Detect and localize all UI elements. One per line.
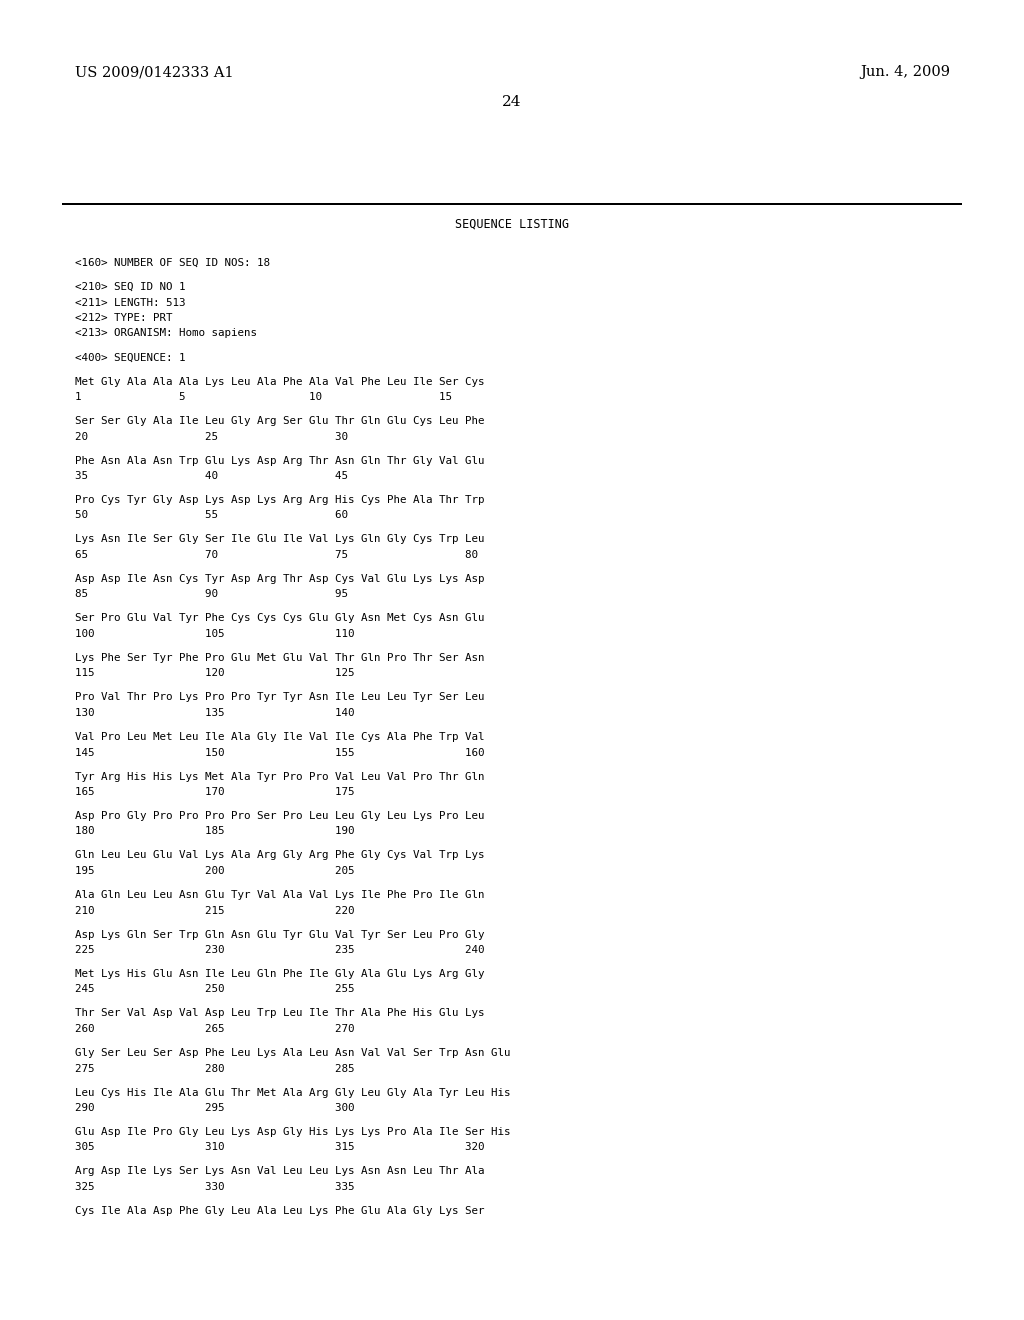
Text: 145                 150                 155                 160: 145 150 155 160 <box>75 747 484 758</box>
Text: Thr Ser Val Asp Val Asp Leu Trp Leu Ile Thr Ala Phe His Glu Lys: Thr Ser Val Asp Val Asp Leu Trp Leu Ile … <box>75 1008 484 1019</box>
Text: Ser Ser Gly Ala Ile Leu Gly Arg Ser Glu Thr Gln Glu Cys Leu Phe: Ser Ser Gly Ala Ile Leu Gly Arg Ser Glu … <box>75 416 484 426</box>
Text: Pro Cys Tyr Gly Asp Lys Asp Lys Arg Arg His Cys Phe Ala Thr Trp: Pro Cys Tyr Gly Asp Lys Asp Lys Arg Arg … <box>75 495 484 506</box>
Text: Jun. 4, 2009: Jun. 4, 2009 <box>860 65 950 79</box>
Text: 20                  25                  30: 20 25 30 <box>75 432 348 441</box>
Text: <211> LENGTH: 513: <211> LENGTH: 513 <box>75 297 185 308</box>
Text: <400> SEQUENCE: 1: <400> SEQUENCE: 1 <box>75 352 185 363</box>
Text: Val Pro Leu Met Leu Ile Ala Gly Ile Val Ile Cys Ala Phe Trp Val: Val Pro Leu Met Leu Ile Ala Gly Ile Val … <box>75 733 484 742</box>
Text: Gln Leu Leu Glu Val Lys Ala Arg Gly Arg Phe Gly Cys Val Trp Lys: Gln Leu Leu Glu Val Lys Ala Arg Gly Arg … <box>75 850 484 861</box>
Text: <210> SEQ ID NO 1: <210> SEQ ID NO 1 <box>75 282 185 292</box>
Text: Leu Cys His Ile Ala Glu Thr Met Ala Arg Gly Leu Gly Ala Tyr Leu His: Leu Cys His Ile Ala Glu Thr Met Ala Arg … <box>75 1088 511 1097</box>
Text: 65                  70                  75                  80: 65 70 75 80 <box>75 550 478 560</box>
Text: 275                 280                 285: 275 280 285 <box>75 1064 354 1073</box>
Text: SEQUENCE LISTING: SEQUENCE LISTING <box>455 218 569 231</box>
Text: Phe Asn Ala Asn Trp Glu Lys Asp Arg Thr Asn Gln Thr Gly Val Glu: Phe Asn Ala Asn Trp Glu Lys Asp Arg Thr … <box>75 455 484 466</box>
Text: Asp Pro Gly Pro Pro Pro Pro Ser Pro Leu Leu Gly Leu Lys Pro Leu: Asp Pro Gly Pro Pro Pro Pro Ser Pro Leu … <box>75 810 484 821</box>
Text: 195                 200                 205: 195 200 205 <box>75 866 354 876</box>
Text: Asp Asp Ile Asn Cys Tyr Asp Arg Thr Asp Cys Val Glu Lys Lys Asp: Asp Asp Ile Asn Cys Tyr Asp Arg Thr Asp … <box>75 574 484 583</box>
Text: Glu Asp Ile Pro Gly Leu Lys Asp Gly His Lys Lys Pro Ala Ile Ser His: Glu Asp Ile Pro Gly Leu Lys Asp Gly His … <box>75 1127 511 1137</box>
Text: 180                 185                 190: 180 185 190 <box>75 826 354 837</box>
Text: 245                 250                 255: 245 250 255 <box>75 985 354 994</box>
Text: Cys Ile Ala Asp Phe Gly Leu Ala Leu Lys Phe Glu Ala Gly Lys Ser: Cys Ile Ala Asp Phe Gly Leu Ala Leu Lys … <box>75 1206 484 1216</box>
Text: 115                 120                 125: 115 120 125 <box>75 668 354 678</box>
Text: 290                 295                 300: 290 295 300 <box>75 1104 354 1113</box>
Text: <213> ORGANISM: Homo sapiens: <213> ORGANISM: Homo sapiens <box>75 329 257 338</box>
Text: <160> NUMBER OF SEQ ID NOS: 18: <160> NUMBER OF SEQ ID NOS: 18 <box>75 257 270 268</box>
Text: 35                  40                  45: 35 40 45 <box>75 471 348 480</box>
Text: Arg Asp Ile Lys Ser Lys Asn Val Leu Leu Lys Asn Asn Leu Thr Ala: Arg Asp Ile Lys Ser Lys Asn Val Leu Leu … <box>75 1167 484 1176</box>
Text: 165                 170                 175: 165 170 175 <box>75 787 354 797</box>
Text: 85                  90                  95: 85 90 95 <box>75 590 348 599</box>
Text: 225                 230                 235                 240: 225 230 235 240 <box>75 945 484 954</box>
Text: Gly Ser Leu Ser Asp Phe Leu Lys Ala Leu Asn Val Val Ser Trp Asn Glu: Gly Ser Leu Ser Asp Phe Leu Lys Ala Leu … <box>75 1048 511 1059</box>
Text: Lys Phe Ser Tyr Phe Pro Glu Met Glu Val Thr Gln Pro Thr Ser Asn: Lys Phe Ser Tyr Phe Pro Glu Met Glu Val … <box>75 653 484 663</box>
Text: 210                 215                 220: 210 215 220 <box>75 906 354 916</box>
Text: 260                 265                 270: 260 265 270 <box>75 1024 354 1034</box>
Text: <212> TYPE: PRT: <212> TYPE: PRT <box>75 313 172 323</box>
Text: Met Lys His Glu Asn Ile Leu Gln Phe Ile Gly Ala Glu Lys Arg Gly: Met Lys His Glu Asn Ile Leu Gln Phe Ile … <box>75 969 484 979</box>
Text: 1               5                   10                  15: 1 5 10 15 <box>75 392 452 403</box>
Text: Met Gly Ala Ala Ala Lys Leu Ala Phe Ala Val Phe Leu Ile Ser Cys: Met Gly Ala Ala Ala Lys Leu Ala Phe Ala … <box>75 376 484 387</box>
Text: Ala Gln Leu Leu Asn Glu Tyr Val Ala Val Lys Ile Phe Pro Ile Gln: Ala Gln Leu Leu Asn Glu Tyr Val Ala Val … <box>75 890 484 900</box>
Text: Ser Pro Glu Val Tyr Phe Cys Cys Cys Glu Gly Asn Met Cys Asn Glu: Ser Pro Glu Val Tyr Phe Cys Cys Cys Glu … <box>75 614 484 623</box>
Text: Lys Asn Ile Ser Gly Ser Ile Glu Ile Val Lys Gln Gly Cys Trp Leu: Lys Asn Ile Ser Gly Ser Ile Glu Ile Val … <box>75 535 484 544</box>
Text: Asp Lys Gln Ser Trp Gln Asn Glu Tyr Glu Val Tyr Ser Leu Pro Gly: Asp Lys Gln Ser Trp Gln Asn Glu Tyr Glu … <box>75 929 484 940</box>
Text: 50                  55                  60: 50 55 60 <box>75 511 348 520</box>
Text: Pro Val Thr Pro Lys Pro Pro Tyr Tyr Asn Ile Leu Leu Tyr Ser Leu: Pro Val Thr Pro Lys Pro Pro Tyr Tyr Asn … <box>75 693 484 702</box>
Text: 305                 310                 315                 320: 305 310 315 320 <box>75 1143 484 1152</box>
Text: 100                 105                 110: 100 105 110 <box>75 630 354 639</box>
Text: 325                 330                 335: 325 330 335 <box>75 1181 354 1192</box>
Text: US 2009/0142333 A1: US 2009/0142333 A1 <box>75 65 233 79</box>
Text: Tyr Arg His His Lys Met Ala Tyr Pro Pro Val Leu Val Pro Thr Gln: Tyr Arg His His Lys Met Ala Tyr Pro Pro … <box>75 771 484 781</box>
Text: 130                 135                 140: 130 135 140 <box>75 708 354 718</box>
Text: 24: 24 <box>502 95 522 110</box>
